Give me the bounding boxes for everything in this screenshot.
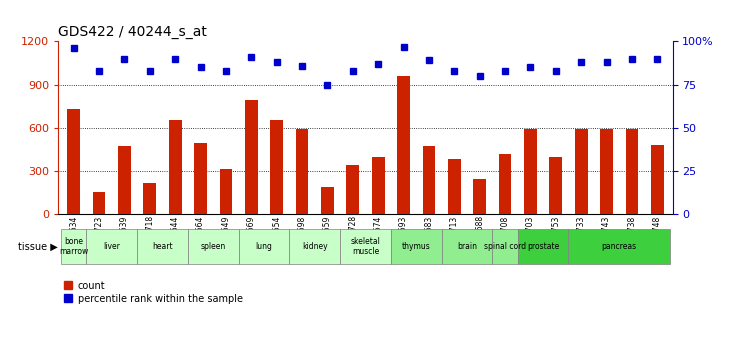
Bar <box>296 129 308 214</box>
Bar <box>493 229 518 264</box>
Bar <box>169 120 181 214</box>
Bar <box>600 129 613 214</box>
Text: liver: liver <box>103 242 120 251</box>
Bar <box>423 146 435 214</box>
Bar <box>289 229 340 264</box>
Bar <box>651 145 664 214</box>
Bar <box>238 229 289 264</box>
Text: prostate: prostate <box>527 242 559 251</box>
Text: kidney: kidney <box>302 242 327 251</box>
Bar <box>143 183 156 214</box>
Bar <box>442 229 493 264</box>
Bar <box>575 129 588 214</box>
Bar <box>474 179 486 214</box>
Bar <box>448 159 461 214</box>
Bar <box>194 144 207 214</box>
Bar <box>188 229 238 264</box>
Legend: count, percentile rank within the sample: count, percentile rank within the sample <box>64 281 243 304</box>
Text: heart: heart <box>152 242 173 251</box>
Bar <box>518 229 569 264</box>
Text: tissue ▶: tissue ▶ <box>18 242 58 252</box>
Bar <box>67 109 80 214</box>
Text: GDS422 / 40244_s_at: GDS422 / 40244_s_at <box>58 25 208 39</box>
Text: brain: brain <box>457 242 477 251</box>
Bar <box>372 157 385 214</box>
Bar <box>340 229 391 264</box>
Bar <box>245 100 257 214</box>
Bar <box>219 169 232 214</box>
Bar <box>321 187 334 214</box>
Bar <box>346 165 359 214</box>
Text: pancreas: pancreas <box>602 242 637 251</box>
Bar <box>391 229 442 264</box>
Bar <box>397 76 410 214</box>
Bar <box>499 154 512 214</box>
Bar <box>569 229 670 264</box>
Bar <box>118 146 131 214</box>
Bar <box>93 193 105 214</box>
Bar <box>626 129 638 214</box>
Bar <box>270 120 283 214</box>
Text: bone
marrow: bone marrow <box>59 237 88 256</box>
Text: lung: lung <box>256 242 273 251</box>
Bar <box>524 129 537 214</box>
Bar <box>137 229 188 264</box>
Bar <box>61 229 86 264</box>
Text: thymus: thymus <box>402 242 431 251</box>
Bar <box>86 229 137 264</box>
Bar <box>550 157 562 214</box>
Text: spinal cord: spinal cord <box>484 242 526 251</box>
Text: skeletal
muscle: skeletal muscle <box>351 237 380 256</box>
Text: spleen: spleen <box>200 242 226 251</box>
